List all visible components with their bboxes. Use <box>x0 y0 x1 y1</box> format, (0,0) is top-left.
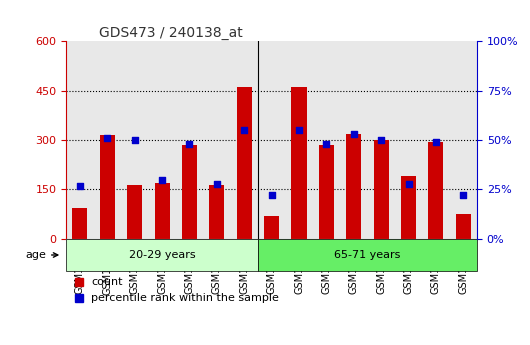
Point <box>267 193 276 198</box>
Point <box>295 128 303 133</box>
Bar <box>292 88 306 239</box>
Point <box>377 137 385 143</box>
Point <box>459 193 467 198</box>
Bar <box>182 145 197 239</box>
Bar <box>374 140 388 239</box>
Point <box>350 131 358 137</box>
Point <box>240 128 249 133</box>
Point <box>213 181 221 186</box>
Text: 65-71 years: 65-71 years <box>334 250 401 260</box>
Point <box>103 135 111 141</box>
Bar <box>346 134 361 239</box>
Bar <box>319 145 334 239</box>
Text: percentile rank within the sample: percentile rank within the sample <box>91 293 279 303</box>
Point <box>404 181 413 186</box>
Bar <box>127 185 142 239</box>
Point <box>431 139 440 145</box>
Bar <box>428 142 444 239</box>
Point <box>186 141 194 147</box>
Point <box>158 177 166 183</box>
Bar <box>401 176 416 239</box>
Bar <box>209 185 224 239</box>
Text: count: count <box>91 277 122 287</box>
Bar <box>155 183 170 239</box>
Bar <box>264 216 279 239</box>
Bar <box>237 88 252 239</box>
Point <box>322 141 331 147</box>
FancyBboxPatch shape <box>66 239 258 271</box>
Bar <box>100 135 115 239</box>
Text: age: age <box>25 250 58 260</box>
Text: 20-29 years: 20-29 years <box>129 250 196 260</box>
Bar <box>456 214 471 239</box>
Bar <box>73 208 87 239</box>
Point <box>76 183 84 188</box>
Text: GDS473 / 240138_at: GDS473 / 240138_at <box>99 26 243 40</box>
Point <box>130 137 139 143</box>
FancyBboxPatch shape <box>258 239 477 271</box>
